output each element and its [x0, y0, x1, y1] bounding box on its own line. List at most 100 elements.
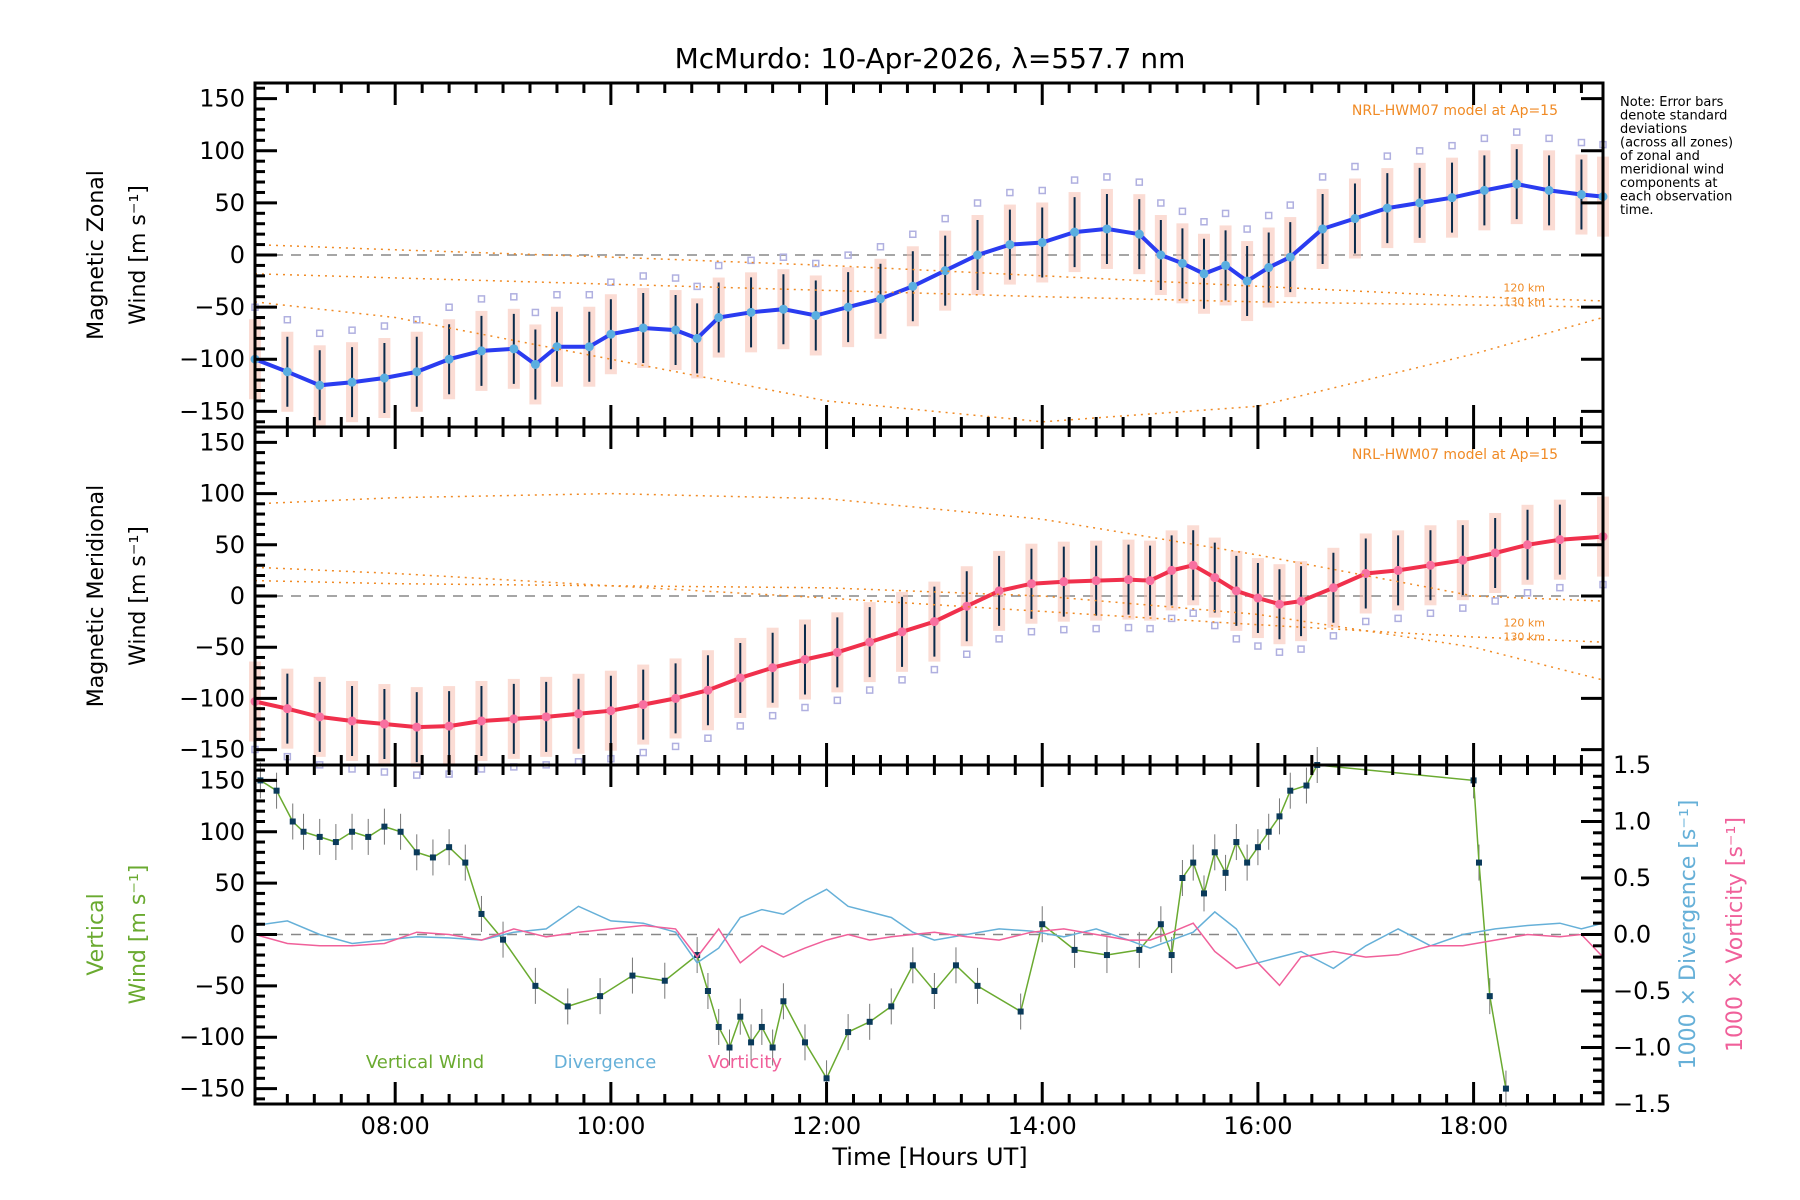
right-y-tick-label: 0.0: [1613, 921, 1651, 949]
data-point: [638, 700, 648, 710]
y-tick-label: −50: [194, 972, 245, 1000]
data-point: [429, 854, 436, 861]
data-point: [694, 952, 701, 959]
data-point: [397, 828, 404, 835]
data-point: [897, 627, 907, 637]
data-point: [1318, 224, 1328, 234]
y-tick-label: −100: [179, 1023, 245, 1051]
data-point: [1328, 583, 1338, 593]
data-point: [768, 663, 778, 673]
y-tick-label: 100: [199, 137, 245, 165]
data-point: [478, 910, 485, 917]
zone-point: [1512, 128, 1521, 136]
y-axis-label-line1: Magnetic Meridional: [84, 485, 109, 707]
zone-point: [779, 253, 788, 261]
y-tick-label: 150: [199, 428, 245, 456]
data-point: [1458, 555, 1468, 565]
data-point: [974, 982, 981, 989]
data-point: [1210, 573, 1220, 583]
zone-point: [1275, 648, 1284, 656]
zone-point: [585, 290, 594, 299]
y-axis-label-line1: Magnetic Zonal: [84, 170, 109, 340]
y-tick-label: 0: [230, 582, 245, 610]
y-tick-label: 50: [214, 531, 245, 559]
data-point: [315, 380, 325, 390]
data-point: [316, 833, 323, 840]
zone-point: [1232, 635, 1241, 643]
data-point: [444, 354, 454, 364]
zone-point: [865, 686, 874, 694]
zone-point: [1135, 178, 1144, 186]
data-point: [1102, 224, 1112, 234]
data-point: [769, 1044, 776, 1051]
data-point: [1276, 813, 1283, 820]
zone-point: [1448, 141, 1456, 150]
data-point: [865, 637, 875, 647]
zone-point: [1157, 199, 1165, 207]
x-axis-label: Time [Hours UT]: [831, 1143, 1027, 1171]
data-point: [273, 787, 280, 794]
zone-point: [833, 696, 842, 705]
zone-point: [941, 214, 949, 223]
data-point: [715, 1023, 722, 1030]
zone-point: [1329, 632, 1338, 640]
data-point: [584, 342, 594, 352]
data-point: [564, 1003, 571, 1010]
legend-item: Divergence: [554, 1052, 657, 1073]
zone-point: [315, 329, 324, 338]
data-point: [758, 1023, 765, 1030]
data-point: [1523, 540, 1533, 550]
zone-point: [1167, 614, 1176, 623]
zone-point: [1383, 152, 1392, 160]
data-point: [532, 982, 539, 989]
zone-point: [714, 261, 723, 270]
data-point: [413, 849, 420, 856]
zone-point: [413, 771, 421, 779]
data-point: [379, 719, 389, 729]
data-point: [931, 988, 938, 994]
note-line: (across all zones): [1620, 136, 1733, 151]
note-line: time.: [1620, 203, 1654, 218]
data-point: [746, 307, 756, 317]
model-curve: [254, 566, 1604, 643]
data-point: [509, 714, 519, 724]
x-tick-label: 18:00: [1439, 1112, 1508, 1140]
data-point: [671, 325, 681, 335]
data-point: [412, 722, 422, 732]
data-point: [845, 1029, 852, 1036]
zone-point: [1103, 173, 1111, 181]
x-tick-label: 12:00: [792, 1112, 861, 1140]
right-y-tick-label: −0.5: [1613, 977, 1671, 1005]
data-point: [629, 972, 636, 979]
zone-point: [1362, 617, 1370, 626]
data-point: [1005, 240, 1015, 250]
data-point: [962, 601, 972, 611]
zone-point: [1264, 211, 1273, 220]
zone-point: [1221, 209, 1230, 218]
data-point: [704, 988, 711, 994]
data-point: [1070, 227, 1080, 237]
data-point: [1190, 859, 1197, 866]
data-point: [1425, 560, 1435, 570]
zonal-wind-line: [254, 182, 1604, 388]
model-alt-label: 130 km: [1503, 295, 1545, 308]
zone-point: [1556, 583, 1564, 592]
data-point: [1091, 576, 1101, 586]
y-tick-label: 50: [214, 869, 245, 897]
data-point: [1244, 859, 1251, 866]
zone-point: [1459, 604, 1467, 612]
data-point: [714, 313, 724, 323]
zone-point: [380, 322, 389, 330]
x-axis: 08:00 10:00 12:00 14:00 16:00 18:00: [361, 1112, 1509, 1140]
zone-point: [1178, 207, 1187, 216]
x-tick-label: 10:00: [576, 1112, 645, 1140]
zone-point: [510, 293, 518, 301]
zone-point: [1297, 645, 1305, 653]
zone-point: [1006, 188, 1014, 197]
data-point: [282, 704, 292, 714]
zone-point: [693, 282, 701, 291]
y-tick-label: −100: [179, 684, 245, 712]
vertical-wind-line: [259, 764, 1507, 1089]
data-point: [332, 839, 339, 846]
